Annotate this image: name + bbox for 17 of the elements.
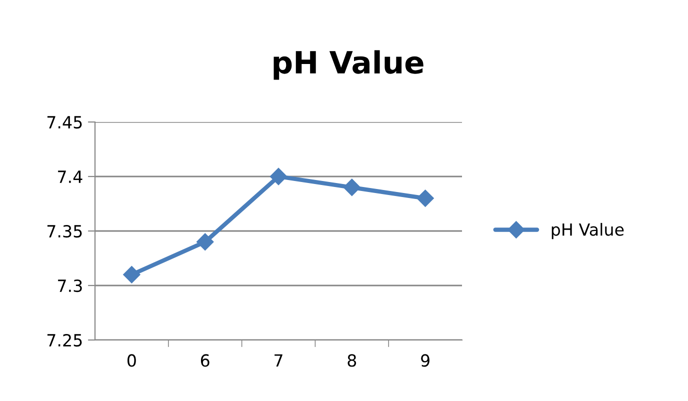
y-tick-label: 7.3 [58, 279, 82, 292]
legend-label: pH Value [552, 222, 624, 240]
x-tick-label: 0 [127, 354, 136, 367]
x-tick-label: 7 [274, 354, 282, 367]
point [196, 233, 214, 250]
x-tick-label: 9 [421, 354, 430, 367]
y-tick-label: 7.35 [47, 224, 82, 238]
point [416, 190, 434, 207]
point [123, 266, 140, 284]
point [343, 178, 360, 196]
point [270, 168, 288, 186]
x-tick-label: 8 [348, 354, 356, 367]
chart-title: pH Value [274, 50, 424, 80]
y-tick-label: 7.45 [47, 116, 82, 129]
x-tick-label: 6 [200, 354, 210, 367]
y-tick-label: 7.25 [47, 334, 82, 347]
y-tick-label: 7.4 [58, 170, 82, 183]
